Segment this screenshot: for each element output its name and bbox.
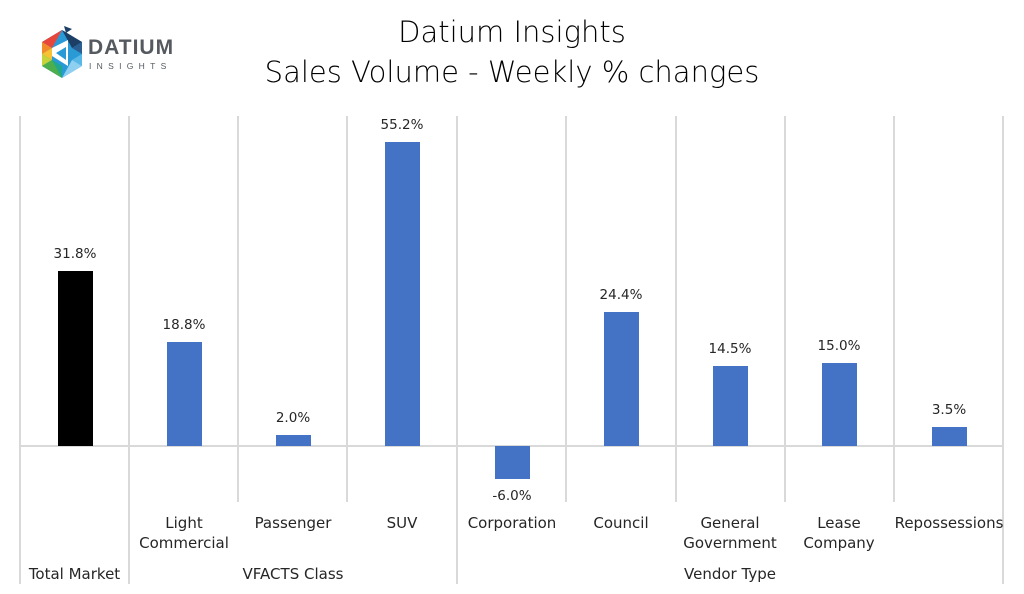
category-label-line1: Passenger (254, 514, 332, 532)
category-label-line2: Government (683, 534, 777, 552)
data-label: 24.4% (599, 286, 643, 303)
category-label: SUV (347, 513, 457, 533)
data-label: 18.8% (162, 317, 206, 334)
bar-total-market (57, 270, 93, 446)
category-gridline (784, 116, 786, 502)
data-label: 3.5% (931, 401, 967, 418)
data-label: 15.0% (817, 338, 861, 355)
category-label-line1: SUV (386, 514, 418, 532)
category-label: Light Commercial (129, 513, 239, 553)
chart-subtitle: Sales Volume - Weekly % changes (264, 55, 760, 89)
category-label-line2: Company (803, 534, 875, 552)
group-separator-gridline (128, 116, 130, 584)
category-label: Passenger (238, 513, 348, 533)
category-gridline (565, 116, 567, 502)
bar-general-government (712, 366, 748, 446)
data-label: 55.2% (380, 116, 424, 133)
bar-lease-company (821, 363, 857, 446)
category-gridline (675, 116, 677, 502)
category-label-line1: Corporation (467, 514, 557, 532)
category-label-line1: Lease (817, 514, 861, 532)
category-label-line1: Council (593, 514, 649, 532)
category-label-line1: Repossessions (894, 514, 1004, 532)
category-label: Lease Company (784, 513, 894, 553)
group-label-vfacts-class: VFACTS Class (242, 565, 344, 583)
category-gridline (346, 116, 348, 502)
bar-suv (384, 141, 420, 446)
data-label: -6.0% (492, 488, 532, 505)
data-label: 2.0% (275, 409, 311, 426)
category-label: Council (566, 513, 676, 533)
hexagon-logo-icon (42, 26, 82, 78)
logo-wordmark: DATIUM (88, 36, 175, 59)
right-edge-gridline (1002, 116, 1004, 584)
data-label: 14.5% (708, 341, 752, 358)
bar-repossessions (931, 426, 967, 446)
category-label: Corporation (457, 513, 567, 533)
left-edge-gridline (19, 116, 21, 584)
bar-passenger (275, 434, 311, 446)
bar-light-commercial (166, 342, 202, 446)
group-label-total-market: Total Market (28, 565, 121, 583)
group-separator-gridline (456, 116, 458, 584)
category-label-line1: General (700, 514, 760, 532)
group-label-vendor-type: Vendor Type (684, 565, 776, 583)
category-label-line2: Commercial (139, 534, 229, 552)
category-label: General Government (675, 513, 785, 553)
category-gridline (237, 116, 239, 502)
chart-title: Datium Insights (398, 15, 626, 49)
bar-corporation (494, 446, 530, 480)
category-label: Repossessions (894, 513, 1004, 533)
bar-council (603, 311, 639, 446)
data-label: 31.8% (53, 245, 97, 262)
datium-logo: DATIUM INSIGHTS (38, 26, 178, 82)
category-gridline (893, 116, 895, 502)
logo-subtitle: INSIGHTS (89, 61, 172, 71)
category-label-line1: Light (165, 514, 203, 532)
